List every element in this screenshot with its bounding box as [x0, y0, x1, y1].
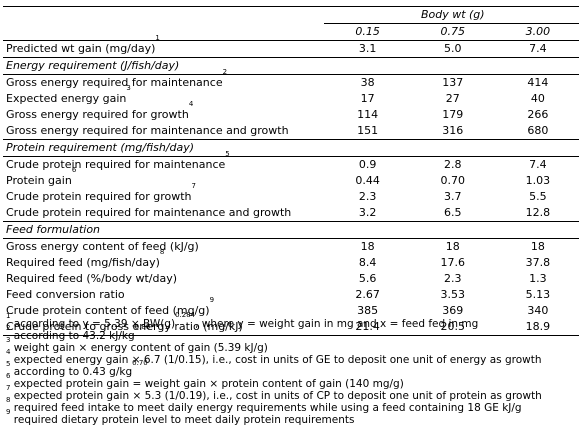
table-row: Feed conversion ratio 2.67 3.53 5.13 [3, 287, 579, 303]
section-header-row: Protein requirement (mg/fish/day) [3, 139, 579, 157]
cell-value: 1.3 [529, 272, 547, 285]
footnote-2: 2 according to 43.2 kJ/kg0.80 [6, 323, 151, 343]
table-row: Crude protein required for maintenance5 … [3, 150, 579, 174]
cell-value: 414 [527, 76, 549, 89]
table-row: Crude protein required for maintenance a… [3, 205, 579, 222]
cell-value: 27 [445, 92, 460, 105]
body-weight-header: Body wt (g) [323, 6, 579, 24]
table-row: Required feed (mg/fish/day)8 8.4 17.6 37… [3, 248, 579, 271]
cell-value: 3.2 [323, 205, 409, 222]
column-header: 3.00 [493, 23, 579, 41]
cell-value: 17.6 [440, 256, 465, 269]
section-header-row: Feed formulation [3, 221, 579, 239]
row-label: Required feed (mg/fish/day)8 [6, 248, 165, 270]
footnotes: 1 according to y = 5.39 × BW(g)0.284, wh… [6, 311, 580, 427]
cell-value: 18 [530, 240, 545, 253]
table-row: Crude protein to gross energy ratio (mg/… [3, 319, 579, 336]
row-label: Crude protein required for growth7 [6, 182, 196, 204]
cell-value: 3.53 [440, 288, 465, 301]
row-label: Crude protein content of feed (mg/g)9 [6, 296, 215, 318]
cell-value: 385 [357, 304, 379, 317]
footnote-9: 9 required dietary protein level to meet… [6, 408, 355, 427]
cell-value: 3.7 [443, 190, 462, 203]
row-label: Expected energy gain3 [6, 84, 131, 106]
cell-value: 17 [360, 92, 375, 105]
header-columns-row: 0.15 0.75 3.00 [3, 23, 579, 41]
cell-value: 151 [323, 123, 409, 140]
cell-value: 7.4 [529, 158, 547, 171]
cell-value: 2.8 [443, 158, 462, 171]
table-row: Required feed (%/body wt/day) 5.6 2.3 1.… [3, 271, 579, 287]
cell-value: 137 [442, 76, 464, 89]
row-label: Crude protein to gross energy ratio (mg/… [3, 319, 324, 336]
cell-value: 6.5 [408, 205, 494, 222]
table-row: Predicted wt gain (mg/day)1 3.1 5.0 7.4 [3, 35, 579, 58]
section-title-energy: Energy requirement (J/fish/day) [3, 57, 579, 75]
cell-value: 37.8 [525, 256, 551, 269]
table-row: Expected energy gain3 17 27 40 [3, 84, 579, 107]
footnote-6: 6 expected protein gain = weight gain × … [6, 372, 404, 391]
requirements-table: Body wt (g) 0.15 0.75 3.00 Predicted wt … [3, 6, 579, 336]
cell-value: 8.4 [358, 256, 377, 269]
cell-value: 3.1 [323, 40, 409, 58]
footnote-5: 5 according to 0.43 g/kg0.70 [6, 359, 148, 379]
row-label: Crude protein required for maintenance5 [6, 150, 230, 172]
cell-value: 369 [442, 304, 464, 317]
cell-value: 1.03 [525, 174, 551, 187]
row-label: Gross energy content of feed (kJ/g) [6, 240, 199, 253]
footnote-8: 8 required feed intake to meet daily ene… [6, 396, 522, 415]
cell-value: 114 [357, 108, 379, 121]
cell-value: 316 [408, 123, 494, 140]
cell-value: 20.5 [408, 319, 494, 336]
cell-value: 2.3 [443, 272, 462, 285]
cell-value: 12.8 [493, 205, 579, 222]
row-label: Crude protein required for maintenance a… [3, 205, 324, 222]
table-row: Protein gain6 0.44 0.70 1.03 [3, 166, 579, 189]
section-title-protein: Protein requirement (mg/fish/day) [3, 139, 579, 157]
cell-value: 179 [442, 108, 464, 121]
cell-value: 18 [445, 240, 460, 253]
row-label: Gross energy required for growth4 [6, 100, 194, 122]
footnote-1: 1 according to y = 5.39 × BW(g)0.284, wh… [6, 311, 479, 331]
cell-value: 5.13 [525, 288, 551, 301]
header-group-row: Body wt (g) [3, 6, 579, 24]
footnote-7: 7 expected protein gain × 5.3 (1/0.19), … [6, 384, 542, 403]
table-row: Gross energy required for maintenance an… [3, 123, 579, 140]
table-row: Crude protein required for growth7 2.3 3… [3, 182, 579, 205]
cell-value: 5.0 [408, 40, 494, 58]
section-title-feed: Feed formulation [3, 221, 579, 239]
footnote-4: 4 expected energy gain × 6.7 (1/0.15), i… [6, 348, 542, 367]
footnote-3: 3 weight gain × energy content of gain (… [6, 336, 268, 355]
row-label: Predicted wt gain (mg/day)1 [3, 35, 324, 58]
cell-value: 680 [493, 123, 579, 140]
row-label: Required feed (%/body wt/day) [6, 272, 178, 285]
cell-value: 5.5 [529, 190, 547, 203]
section-header-row: Energy requirement (J/fish/day) [3, 57, 579, 75]
cell-value: 0.9 [358, 158, 377, 171]
cell-value: 18 [360, 240, 375, 253]
row-label: Gross energy required for maintenance2 [6, 68, 228, 90]
cell-value: 18.9 [493, 319, 579, 336]
column-header: 0.75 [408, 23, 494, 41]
cell-value: 266 [527, 108, 549, 121]
cell-value: 0.70 [440, 174, 465, 187]
cell-value: 340 [527, 304, 549, 317]
table-row: Gross energy required for growth4 114 17… [3, 100, 579, 123]
cell-value: 2.67 [355, 288, 380, 301]
cell-value: 2.3 [358, 190, 377, 203]
row-label: Gross energy required for maintenance an… [3, 123, 324, 140]
cell-value: 38 [360, 76, 375, 89]
table-row: Gross energy required for maintenance2 3… [3, 68, 579, 92]
row-label: Feed conversion ratio [6, 288, 125, 301]
table-row: Gross energy content of feed (kJ/g) 18 1… [3, 239, 579, 256]
table-row: Crude protein content of feed (mg/g)9 38… [3, 296, 579, 319]
cell-value: 40 [530, 92, 545, 105]
cell-value: 21.4 [323, 319, 409, 336]
cell-value: 0.44 [355, 174, 380, 187]
cell-value: 5.6 [358, 272, 377, 285]
column-header: 0.15 [323, 23, 409, 41]
row-label: Protein gain6 [6, 166, 77, 188]
cell-value: 7.4 [493, 40, 579, 58]
